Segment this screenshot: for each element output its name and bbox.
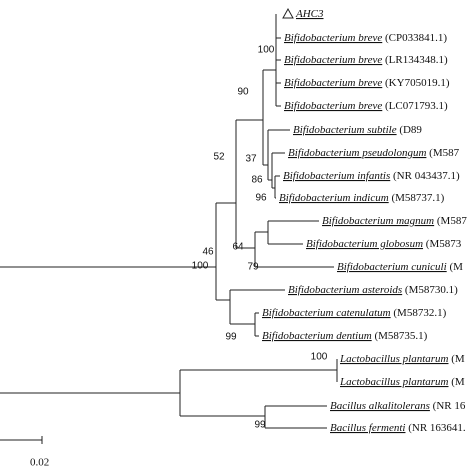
query-marker — [282, 7, 294, 19]
leaf-label: Bifidobacterium breve (LR134348.1) — [284, 54, 448, 66]
taxon-name: Bifidobacterium breve — [284, 32, 382, 44]
taxon-name: Bifidobacterium breve — [284, 100, 382, 112]
scale-label: 0.02 — [30, 457, 49, 469]
bootstrap-value: 52 — [213, 152, 225, 163]
taxon-name: Bacillus fermenti — [330, 422, 405, 434]
accession: (LC071793.1) — [385, 100, 448, 112]
bootstrap-value: 79 — [247, 262, 259, 273]
bootstrap-value: 100 — [192, 261, 209, 272]
accession: (M5873 — [426, 238, 462, 250]
taxon-name: Lactobacillus plantarum — [339, 353, 449, 365]
leaf-label: Lactobacillus plantarum (M — [339, 376, 465, 388]
bootstrap-value: 100 — [258, 45, 275, 56]
taxon-name: Bifidobacterium subtile — [293, 124, 397, 136]
leaf-label: Bifidobacterium globosum (M5873 — [306, 238, 462, 250]
leaf-label: Bifidobacterium indicum (M58737.1) — [279, 192, 445, 204]
bootstrap-value: 37 — [245, 154, 257, 165]
bootstrap-value: 99 — [254, 420, 266, 431]
leaf-label: Bifidobacterium breve (CP033841.1) — [284, 32, 447, 44]
accession: (M587 — [437, 215, 467, 227]
bootstrap-value: 90 — [237, 87, 249, 98]
accession: (KY705019.1) — [385, 77, 450, 89]
accession: (M — [449, 261, 463, 273]
bootstrap-value: 99 — [225, 332, 237, 343]
taxon-name: AHC3 — [295, 8, 324, 20]
taxon-name: Bifidobacterium cuniculi — [337, 261, 447, 273]
accession: (LR134348.1) — [385, 54, 448, 66]
taxon-name: Bifidobacterium asteroids — [288, 284, 402, 296]
accession: (D89 — [399, 124, 422, 136]
leaf-label: Bacillus alkalitolerans (NR 16 — [330, 400, 466, 412]
leaf-label: Lactobacillus plantarum (M — [339, 353, 465, 365]
taxon-name: Bifidobacterium catenulatum — [262, 307, 391, 319]
taxon-name: Bifidobacterium pseudolongum — [288, 147, 426, 159]
leaf-label: Bacillus fermenti (NR 163641. — [330, 422, 466, 434]
leaf-label: Bifidobacterium subtile (D89 — [293, 124, 422, 136]
leaf-label: Bifidobacterium infantis (NR 043437.1) — [283, 170, 460, 182]
accession: (M — [451, 376, 465, 388]
bootstrap-value: 46 — [202, 247, 214, 258]
taxon-name: Bifidobacterium globosum — [306, 238, 423, 250]
leaf-label: Bifidobacterium asteroids (M58730.1) — [288, 284, 458, 296]
accession: (M58735.1) — [374, 330, 427, 342]
accession: (CP033841.1) — [385, 32, 447, 44]
bootstrap-value: 100 — [311, 352, 328, 363]
leaf-label: Bifidobacterium breve (LC071793.1) — [284, 100, 448, 112]
taxon-name: Bifidobacterium breve — [284, 54, 382, 66]
taxon-name: Bacillus alkalitolerans — [330, 400, 430, 412]
taxon-name: Lactobacillus plantarum — [339, 376, 449, 388]
accession: (M58737.1) — [391, 192, 444, 204]
leaf-label: Bifidobacterium catenulatum (M58732.1) — [262, 307, 447, 319]
accession: (NR 043437.1) — [393, 170, 460, 182]
leaf-label: Bifidobacterium pseudolongum (M587 — [288, 147, 460, 159]
taxon-name: Bifidobacterium indicum — [279, 192, 389, 204]
leaf-label: AHC3 — [295, 8, 324, 20]
taxon-name: Bifidobacterium dentium — [262, 330, 372, 342]
bootstrap-value: 86 — [251, 175, 263, 186]
taxon-name: Bifidobacterium infantis — [283, 170, 390, 182]
leaf-label: Bifidobacterium breve (KY705019.1) — [284, 77, 450, 89]
accession: (NR 163641. — [408, 422, 466, 434]
taxon-name: Bifidobacterium breve — [284, 77, 382, 89]
bootstrap-value: 96 — [255, 193, 267, 204]
accession: (NR 16 — [433, 400, 466, 412]
taxon-name: Bifidobacterium magnum — [322, 215, 434, 227]
leaf-label: Bifidobacterium cuniculi (M — [337, 261, 463, 273]
accession: (M58730.1) — [405, 284, 458, 296]
leaf-label: Bifidobacterium magnum (M587 — [322, 215, 467, 227]
accession: (M587 — [429, 147, 459, 159]
branches — [0, 14, 338, 444]
accession: (M58732.1) — [393, 307, 446, 319]
bootstrap-value: 64 — [232, 242, 244, 253]
leaf-label: Bifidobacterium dentium (M58735.1) — [262, 330, 428, 342]
accession: (M — [451, 353, 465, 365]
